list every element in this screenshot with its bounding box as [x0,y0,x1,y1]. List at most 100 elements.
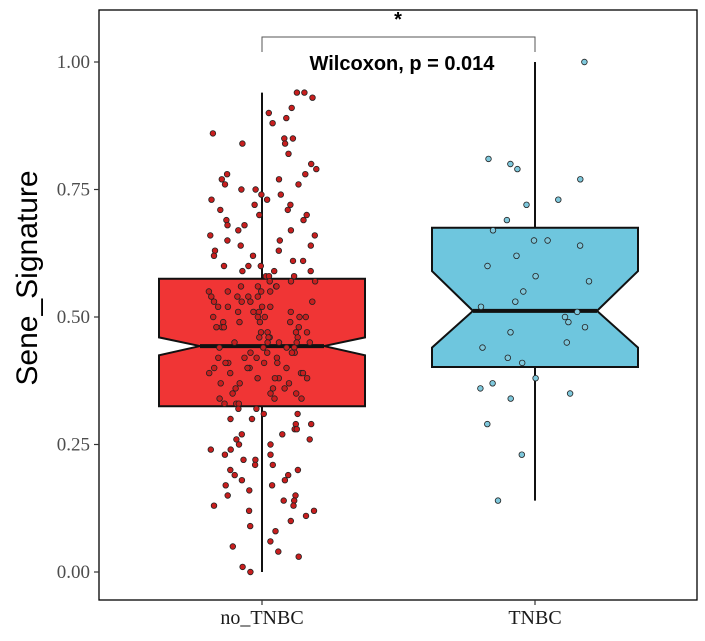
data-point-no_tnbc [303,211,310,219]
data-point-no_tnbc [252,186,259,193]
plot-panel-border [98,9,698,601]
data-point-no_tnbc [288,349,296,356]
box-tnbc [431,226,639,368]
data-point-no_tnbc [290,273,298,280]
data-point-no_tnbc [211,247,219,254]
data-point-no_tnbc [254,283,262,290]
data-point-no_tnbc [260,410,267,418]
data-point-no_tnbc [210,252,218,259]
data-point-no_tnbc [307,242,314,249]
data-point-tnbc [581,58,588,66]
data-point-no_tnbc [289,135,297,142]
data-point-no_tnbc [207,446,214,453]
data-point-no_tnbc [254,293,261,300]
y-tick-label: 0.75 [57,180,90,201]
data-point-tnbc [577,176,584,183]
data-point-no_tnbc [248,415,256,423]
data-point-no_tnbc [309,298,316,305]
data-point-no_tnbc [258,288,265,295]
data-point-no_tnbc [221,181,229,188]
data-point-no_tnbc [275,339,283,346]
data-point-no_tnbc [217,380,224,387]
data-point-no_tnbc [268,482,276,489]
data-point-no_tnbc [237,283,245,290]
data-point-no_tnbc [269,119,276,127]
data-point-tnbc [555,196,562,203]
data-point-no_tnbc [294,410,301,418]
data-point-no_tnbc [209,130,217,137]
data-point-tnbc [489,227,497,234]
data-point-no_tnbc [229,543,236,550]
data-point-tnbc [520,288,527,295]
data-point-no_tnbc [271,375,279,382]
data-point-tnbc [574,308,581,316]
data-point-no_tnbc [235,441,243,448]
data-point-no_tnbc [258,191,265,198]
data-point-no_tnbc [247,349,254,356]
data-point-no_tnbc [293,390,300,397]
data-point-no_tnbc [287,227,295,234]
data-point-no_tnbc [307,267,314,275]
data-point-no_tnbc [295,324,302,331]
data-point-no_tnbc [260,359,268,367]
data-point-no_tnbc [216,395,223,402]
data-point-tnbc [494,497,502,504]
data-point-no_tnbc [302,313,309,321]
data-point-no_tnbc [310,507,318,514]
data-point-no_tnbc [205,369,213,377]
data-point-no_tnbc [276,237,283,244]
data-point-no_tnbc [291,497,298,504]
data-point-no_tnbc [287,517,294,525]
data-point-no_tnbc [208,293,215,300]
data-point-no_tnbc [226,369,234,377]
data-point-no_tnbc [223,170,231,178]
data-point-no_tnbc [227,466,234,474]
data-point-no_tnbc [295,553,302,560]
data-point-tnbc [514,165,521,173]
data-point-no_tnbc [233,436,240,443]
data-point-no_tnbc [283,344,290,351]
y-axis-label: Sene_Signature [11,170,44,385]
data-point-no_tnbc [287,201,294,208]
wilcoxon-test-label: Wilcoxon, p = 0.014 [310,53,496,75]
data-point-no_tnbc [311,278,319,285]
data-point-no_tnbc [301,89,308,96]
data-point-no_tnbc [284,206,291,214]
data-point-no_tnbc [231,339,238,346]
data-point-no_tnbc [264,339,271,346]
data-point-no_tnbc [222,359,229,367]
data-point-no_tnbc [227,446,234,453]
data-point-no_tnbc [239,140,246,147]
data-point-no_tnbc [210,502,218,509]
y-tick-label: 1.00 [57,52,90,73]
data-point-no_tnbc [247,298,254,305]
data-point-no_tnbc [216,344,223,351]
data-point-no_tnbc [239,267,246,275]
boxes-layer [158,62,639,572]
data-point-no_tnbc [267,451,274,458]
data-point-no_tnbc [311,232,318,239]
data-point-no_tnbc [289,257,297,265]
x-tick-label-tnbc: TNBC [508,607,561,629]
data-point-tnbc [477,385,484,392]
data-point-no_tnbc [285,150,292,157]
data-point-no_tnbc [299,369,307,377]
data-point-no_tnbc [210,364,218,372]
data-point-no_tnbc [260,344,267,351]
data-point-tnbc [513,252,520,259]
data-point-no_tnbc [299,257,307,265]
data-point-no_tnbc [238,298,245,305]
data-point-no_tnbc [239,563,246,571]
data-point-no_tnbc [308,160,315,168]
data-point-no_tnbc [274,359,281,367]
data-point-no_tnbc [221,400,228,407]
data-point-no_tnbc [273,283,280,290]
data-point-no_tnbc [296,313,303,321]
data-point-no_tnbc [294,334,301,341]
data-point-tnbc [504,354,511,361]
data-point-no_tnbc [249,252,257,259]
data-point-no_tnbc [267,303,274,310]
data-point-no_tnbc [271,395,278,402]
data-point-no_tnbc [267,441,274,448]
